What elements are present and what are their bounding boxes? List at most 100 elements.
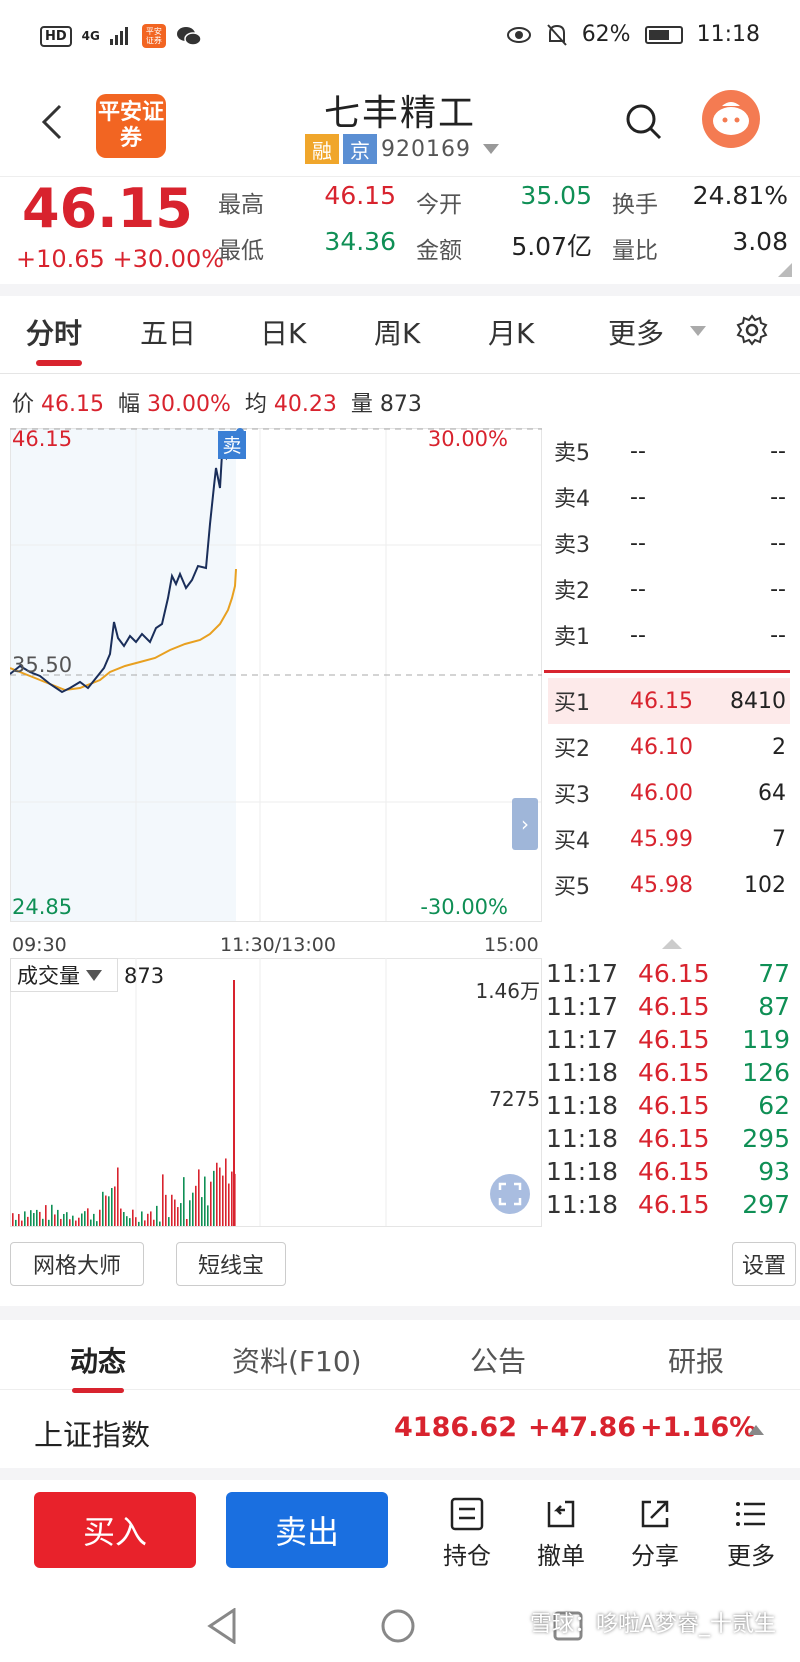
volume-bar	[87, 1208, 89, 1226]
scroll-up-icon[interactable]	[546, 933, 790, 953]
trade-price: 46.15	[638, 992, 710, 1021]
volume-bar	[186, 1218, 188, 1226]
bid-row[interactable]: 买1 46.15 8410	[548, 678, 790, 724]
bid-row[interactable]: 买2 46.10 2	[548, 724, 790, 770]
tab-five-day[interactable]: 五日	[140, 317, 197, 350]
trade-volume: 295	[742, 1124, 790, 1153]
tab-profile[interactable]: 资料(F10)	[232, 1345, 362, 1378]
bid-row[interactable]: 买3 46.00 64	[548, 770, 790, 816]
tab-monthly-k[interactable]: 月K	[488, 317, 535, 350]
level-label: 卖1	[554, 625, 590, 650]
chevron-down-icon	[690, 326, 706, 336]
nav-recents-icon[interactable]	[552, 1610, 584, 1642]
amount-label: 金额	[416, 238, 462, 264]
ask-row[interactable]: 卖3 -- --	[548, 520, 790, 566]
time-open: 09:30	[12, 934, 67, 956]
tab-more[interactable]: 更多	[608, 312, 664, 352]
active-tab-indicator	[36, 360, 82, 366]
battery-percent: 62%	[581, 22, 631, 47]
tab-weekly-k[interactable]: 周K	[374, 317, 421, 350]
volume-bar	[108, 1196, 110, 1226]
ask-row[interactable]: 卖2 -- --	[548, 566, 790, 612]
trade-ticker: 11:17 46.15 77 11:17 46.15 87 11:17 46.15 119 11:…	[546, 930, 790, 1223]
order-book: 卖5 -- -- 卖4 -- -- 卖3 -- -- 卖2 -- -- 卖1 -- -- 买1 46.15 84…	[544, 428, 790, 922]
cancel-order-button[interactable]: 撤单	[526, 1496, 596, 1571]
index-ticker[interactable]: 上证指数 4186.62 +47.86 +1.16%	[0, 1390, 800, 1480]
wechat-icon	[176, 27, 202, 46]
volume-bar	[117, 1167, 119, 1226]
level-price: 46.00	[630, 780, 693, 806]
intraday-price-chart[interactable]: 卖 46.15 30.00% 35.50 24.85 -30.00% ›	[10, 428, 542, 922]
level-price: --	[630, 622, 646, 648]
trade-list: 11:17 46.15 77 11:17 46.15 87 11:17 46.15 119 11:…	[546, 959, 790, 1223]
level-price: 45.99	[630, 826, 693, 852]
bid-row[interactable]: 买5 45.98 102	[548, 862, 790, 908]
pingan-logo: 平安证券	[96, 94, 166, 158]
trade-price: 46.15	[638, 1124, 710, 1153]
volume-bar	[105, 1195, 107, 1226]
nav-back-icon[interactable]	[206, 1608, 238, 1644]
index-change: +47.86	[528, 1412, 637, 1443]
expand-panel-button[interactable]	[512, 798, 538, 850]
tab-more-label: 更多	[608, 317, 665, 350]
sell-marker[interactable]	[218, 431, 246, 459]
volume-indicator-selector[interactable]: 成交量	[10, 958, 118, 992]
level-volume: 102	[744, 872, 786, 898]
level-price: --	[630, 484, 646, 510]
volume-bar	[84, 1211, 86, 1226]
grid-master-button[interactable]: 网格大师	[10, 1242, 144, 1286]
settings-button[interactable]: 设置	[732, 1242, 796, 1286]
level-volume: --	[770, 576, 786, 602]
volume-bar	[81, 1213, 83, 1226]
trade-row: 11:17 46.15 77	[546, 959, 790, 992]
trade-price: 46.15	[638, 959, 710, 988]
trade-row: 11:18 46.15 295	[546, 1124, 790, 1157]
stock-code: 920169	[381, 136, 471, 162]
ask-row[interactable]: 卖1 -- --	[548, 612, 790, 658]
trade-price: 46.15	[638, 1190, 710, 1219]
mute-bell-icon	[546, 23, 567, 46]
more-button[interactable]: 更多	[716, 1496, 786, 1571]
trade-volume: 93	[758, 1157, 790, 1186]
search-icon[interactable]	[624, 102, 664, 142]
volume-bar	[12, 1213, 14, 1226]
back-arrow-icon[interactable]	[38, 102, 66, 142]
tab-news[interactable]: 动态	[70, 1345, 127, 1378]
trade-row: 11:17 46.15 119	[546, 1025, 790, 1058]
buy-button[interactable]: 买入	[34, 1492, 196, 1568]
ask-row[interactable]: 卖4 -- --	[548, 474, 790, 520]
volume-bar	[72, 1215, 74, 1226]
volume-chart[interactable]: 1.46万 7275	[10, 958, 542, 1228]
tab-research[interactable]: 研报	[668, 1345, 725, 1378]
chat-bot-icon	[713, 102, 749, 135]
tab-intraday[interactable]: 分时	[26, 317, 83, 350]
stock-tags[interactable]: 融 京 920169	[305, 134, 499, 164]
eye-icon	[506, 26, 531, 43]
chevron-down-icon	[482, 144, 499, 154]
short-term-button[interactable]: 短线宝	[176, 1242, 286, 1286]
assistant-avatar[interactable]	[702, 90, 760, 148]
sell-marker-label: 卖	[222, 435, 241, 457]
ask-row[interactable]: 卖5 -- --	[548, 428, 790, 474]
volume-bar	[222, 1175, 224, 1226]
open-value: 35.05	[520, 181, 592, 210]
nav-home-icon[interactable]	[380, 1608, 416, 1644]
trade-time: 11:18	[546, 1058, 619, 1087]
trade-time: 11:18	[546, 1157, 619, 1186]
sell-button[interactable]: 卖出	[226, 1492, 388, 1568]
fullscreen-button[interactable]	[490, 1174, 530, 1214]
volume-bar	[228, 1183, 230, 1226]
gear-icon[interactable]	[736, 314, 768, 346]
tab-daily-k[interactable]: 日K	[260, 317, 307, 350]
volume-bar	[36, 1209, 38, 1226]
share-button[interactable]: 分享	[620, 1496, 690, 1571]
level-volume: --	[770, 484, 786, 510]
level-label: 买2	[554, 737, 590, 762]
tab-announcements[interactable]: 公告	[470, 1345, 527, 1378]
bid-row[interactable]: 买4 45.99 7	[548, 816, 790, 862]
trade-time: 11:17	[546, 992, 619, 1021]
trade-price: 46.15	[638, 1091, 710, 1120]
holdings-button[interactable]: 持仓	[432, 1496, 502, 1571]
chevron-down-icon	[86, 970, 102, 981]
hd-icon: HD	[40, 25, 72, 47]
